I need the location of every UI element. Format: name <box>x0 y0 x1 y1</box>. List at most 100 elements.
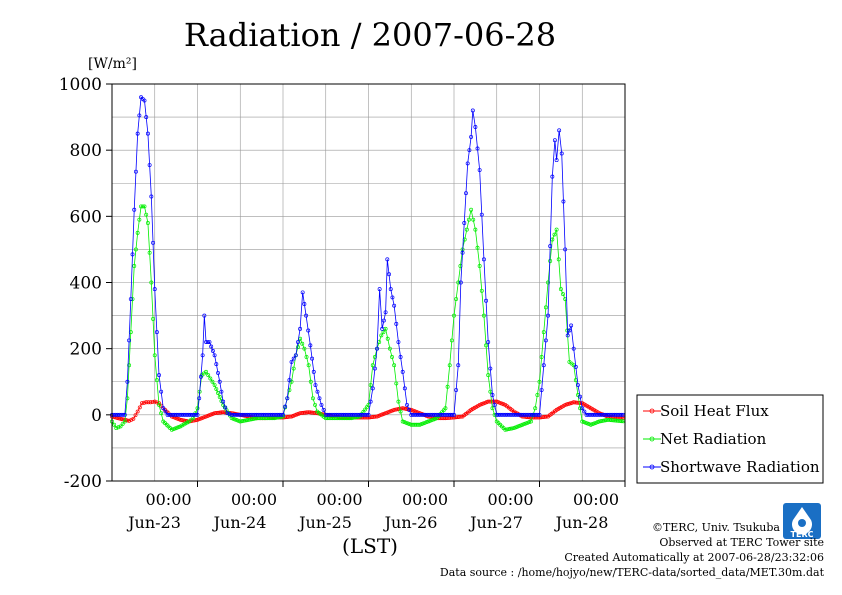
data-point <box>558 287 563 292</box>
data-point <box>619 412 624 417</box>
copyright-text: ©TERC, Univ. Tsukuba <box>651 521 780 534</box>
data-point <box>306 328 311 333</box>
data-point <box>559 151 564 156</box>
data-point <box>526 412 531 417</box>
data-point <box>450 412 455 417</box>
data-point <box>161 406 166 411</box>
data-point <box>548 259 553 263</box>
data-point <box>430 412 435 417</box>
data-point <box>490 393 495 397</box>
x-axis-label: (LST) <box>342 534 398 558</box>
data-point <box>145 131 150 136</box>
data-point <box>387 272 391 277</box>
data-point <box>500 412 505 417</box>
data-point <box>471 217 476 222</box>
data-point <box>486 373 491 378</box>
data-point <box>537 412 542 417</box>
data-point <box>392 363 397 368</box>
x-tick-time-label: 00:00 <box>402 490 448 509</box>
data-point <box>159 389 164 394</box>
data-point <box>479 402 484 407</box>
data-point <box>421 421 426 426</box>
data-point <box>537 379 542 384</box>
data-point <box>313 383 318 388</box>
data-point <box>293 413 297 418</box>
data-point <box>152 353 157 358</box>
data-point <box>373 414 378 419</box>
data-point <box>400 419 405 424</box>
data-point <box>509 412 513 417</box>
data-point <box>376 413 381 418</box>
data-point <box>287 388 292 392</box>
data-point <box>210 348 215 353</box>
data-point <box>544 414 549 419</box>
data-point <box>144 115 149 120</box>
data-point <box>404 420 409 425</box>
data-point <box>204 369 208 374</box>
data-point <box>492 402 497 407</box>
data-point <box>375 414 379 419</box>
data-point <box>428 412 433 417</box>
data-point <box>352 412 357 417</box>
data-point <box>217 395 222 399</box>
data-point <box>308 379 313 384</box>
data-point <box>115 412 120 417</box>
data-point <box>390 354 394 359</box>
data-point <box>127 363 132 368</box>
x-tick-date-label: Jun-26 <box>383 513 438 532</box>
data-point <box>528 412 533 417</box>
data-point <box>426 419 431 424</box>
data-point <box>197 396 202 401</box>
data-point <box>346 412 351 417</box>
data-point <box>530 412 535 417</box>
data-point <box>285 396 290 401</box>
x-tick-time-label: 00:00 <box>145 490 191 509</box>
data-point <box>122 419 127 424</box>
data-point <box>209 344 214 349</box>
data-point <box>492 412 497 417</box>
data-point <box>231 416 236 421</box>
data-point <box>499 401 504 406</box>
data-point <box>148 400 153 405</box>
data-point <box>523 412 528 417</box>
data-point <box>287 414 292 419</box>
data-point <box>464 227 469 232</box>
data-point <box>193 418 198 423</box>
data-point <box>122 417 126 422</box>
data-point <box>400 369 405 374</box>
data-point <box>477 168 482 172</box>
data-point <box>118 424 123 429</box>
x-tick-date-label: Jun-27 <box>468 513 523 532</box>
data-point <box>510 426 515 431</box>
data-point <box>561 292 565 297</box>
data-point <box>546 313 551 318</box>
data-point <box>348 412 353 417</box>
data-point <box>112 422 117 427</box>
data-point <box>527 420 532 425</box>
y-axis-ticks: -200 0 200 400 600 800 1000 <box>59 75 112 492</box>
data-point <box>568 401 573 406</box>
data-point <box>214 362 219 367</box>
data-point <box>477 402 482 407</box>
data-point <box>137 405 142 410</box>
data-point <box>456 363 461 368</box>
data-point <box>171 415 176 420</box>
data-point <box>293 353 298 358</box>
data-point <box>157 373 161 378</box>
data-point <box>381 330 386 335</box>
data-point <box>539 388 544 392</box>
data-point <box>462 220 467 225</box>
data-point <box>552 232 557 237</box>
data-point <box>422 420 427 425</box>
data-point <box>501 412 506 417</box>
data-point <box>216 370 220 375</box>
data-point <box>516 412 521 417</box>
data-point <box>481 257 486 262</box>
data-point <box>519 412 524 417</box>
data-point <box>377 287 382 292</box>
data-point <box>338 412 342 417</box>
data-point <box>580 406 585 411</box>
data-point <box>217 379 222 384</box>
data-point <box>159 411 164 416</box>
data-point <box>200 415 205 420</box>
